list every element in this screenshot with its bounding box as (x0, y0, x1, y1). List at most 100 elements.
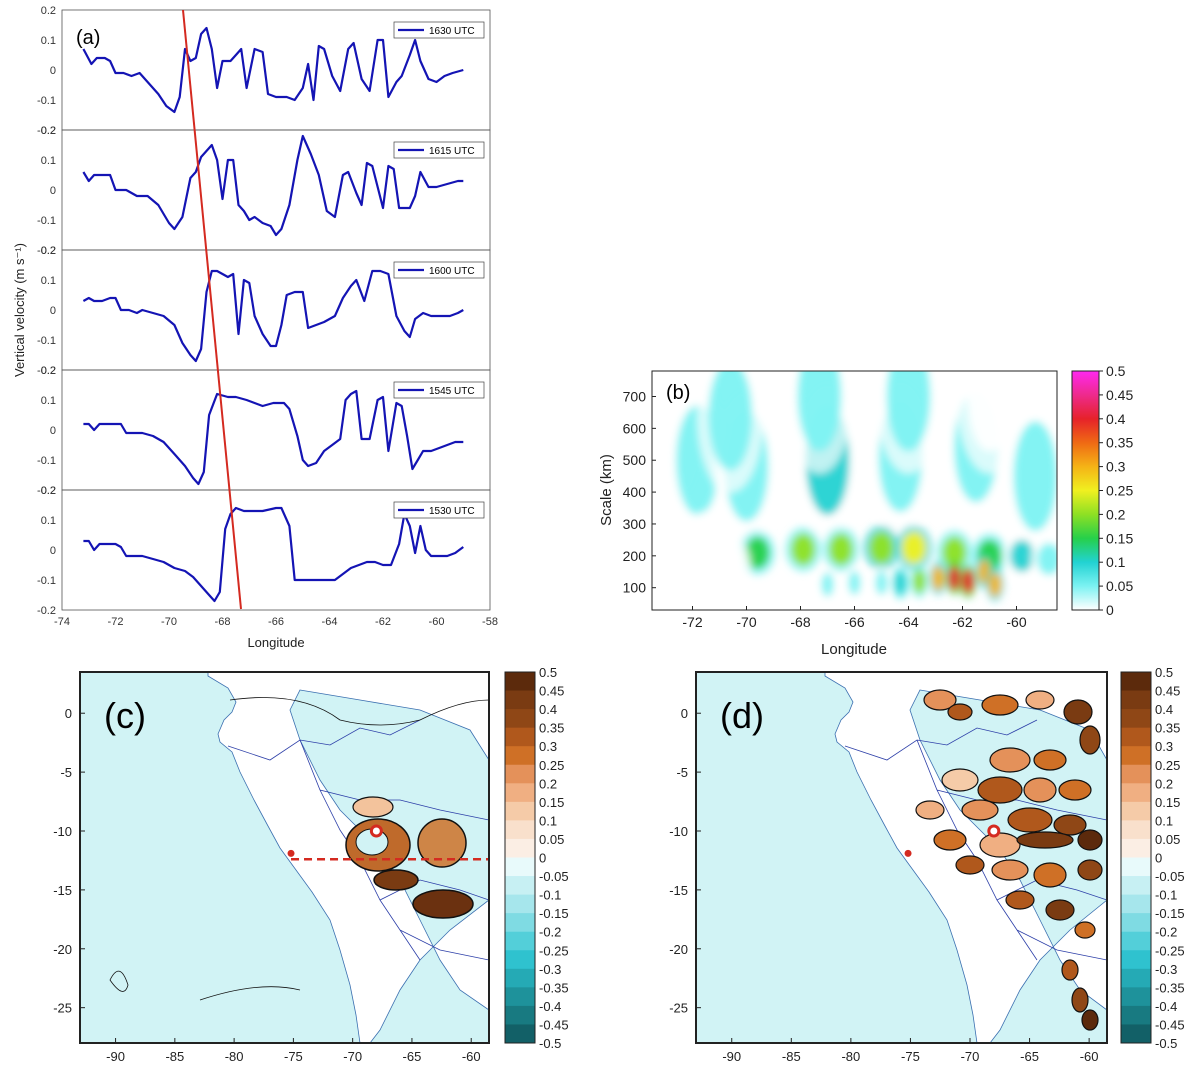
colorbar-tick-label: -0.3 (1155, 962, 1177, 977)
y-tick-label: 100 (623, 580, 647, 596)
colorbar-segment (1121, 709, 1151, 729)
legend-label: 1615 UTC (429, 146, 475, 157)
contour-patch (412, 889, 474, 919)
contour-patch (981, 694, 1019, 716)
site-marker (904, 849, 912, 857)
colorbar-segment (505, 876, 535, 896)
colorbar-segment (1121, 838, 1151, 858)
colorbar-segment (505, 1024, 535, 1044)
x-tick-label: -90 (106, 1049, 125, 1064)
colorbar-tick-label: 0 (1106, 602, 1114, 618)
series-line-1600-UTC (82, 269, 464, 363)
wavelet-power-blob (797, 371, 842, 452)
colorbar-segment (1121, 968, 1151, 988)
contour-patch (991, 859, 1029, 881)
colorbar-segment (1121, 727, 1151, 747)
colorbar-tick-label: -0.5 (539, 1036, 561, 1051)
colorbar-segment (1121, 672, 1151, 692)
colorbar-segment (1121, 820, 1151, 840)
y-tick-label: -0.2 (37, 365, 56, 377)
colorbar-tick-label: 0.2 (1106, 506, 1126, 522)
contour-patch (977, 776, 1023, 804)
y-tick-label: -0.1 (37, 575, 56, 587)
colorbar-segment (505, 838, 535, 858)
y-tick-label: 0 (50, 65, 56, 77)
site-marker-ring (369, 824, 383, 838)
colorbar-tick-label: -0.1 (1155, 888, 1177, 903)
y-tick-label: 700 (623, 388, 647, 404)
panel-c: -90 -85 -80 -75 -70 -65 -60 0 -5 -10 -15 -20 -25 (c)… (53, 665, 568, 1064)
colorbar-tick-label: -0.2 (539, 925, 561, 940)
colorbar-segment (505, 913, 535, 933)
y-tick-label: 0 (50, 185, 56, 197)
colorbar-tick-label: -0.4 (539, 999, 561, 1014)
colorbar-tick-label: 0.2 (1155, 776, 1173, 791)
colorbar-tick-label: 0.3 (1155, 739, 1173, 754)
x-tick-label: -72 (682, 614, 702, 630)
contour-patch (1081, 1009, 1099, 1031)
colorbar-segment (505, 801, 535, 821)
contour-patch (1016, 831, 1074, 849)
colorbar-segment (1121, 987, 1151, 1007)
contour-patch (941, 768, 979, 792)
contour-patch (1053, 814, 1087, 836)
x-tick-label: -68 (790, 614, 810, 630)
y-tick-label: 0 (50, 545, 56, 557)
wavelet-power-blob (721, 546, 745, 579)
site-marker (287, 849, 295, 857)
colorbar-tick-label: -0.4 (1155, 999, 1177, 1014)
colorbar-segment (1121, 913, 1151, 933)
x-tick-label: -62 (952, 614, 972, 630)
colorbar-tick-label: -0.05 (539, 869, 569, 884)
wavelet-power-blob (901, 531, 926, 564)
x-tick-label: -70 (161, 616, 177, 628)
colorbar-tick-label: -0.2 (1155, 925, 1177, 940)
wavelet-power-blob (961, 569, 974, 594)
y-tick-label: 0.2 (41, 485, 56, 497)
x-tick-label: -65 (403, 1049, 422, 1064)
colorbar-segment (1121, 746, 1151, 766)
x-tick-label: -62 (375, 616, 391, 628)
colorbar-segment (505, 820, 535, 840)
colorbar-tick-label: 0.35 (539, 721, 564, 736)
y-tick-label: -5 (676, 765, 688, 780)
x-axis-label: Longitude (247, 635, 304, 650)
contour-patch (915, 800, 945, 820)
y-tick-label: 0.1 (41, 275, 56, 287)
contour-patch (1074, 921, 1096, 939)
y-tick-label: -20 (53, 942, 72, 957)
x-axis-label: Longitude (821, 641, 887, 658)
wavelet-power-blob (1013, 421, 1057, 532)
contour-patch (373, 869, 419, 891)
colorbar (504, 671, 536, 1044)
y-tick-label: -15 (53, 883, 72, 898)
colorbar-segment (505, 894, 535, 914)
y-tick-label: 500 (623, 452, 647, 468)
contour-patch (923, 689, 957, 711)
colorbar-tick-label: -0.45 (539, 1017, 569, 1032)
colorbar-tick-label: -0.5 (1155, 1036, 1177, 1051)
contour-patch (1033, 862, 1067, 888)
colorbar-segment (505, 764, 535, 784)
colorbar-segment (505, 857, 535, 877)
contour-patch (989, 747, 1031, 773)
colorbar-tick-label: 0.25 (1106, 483, 1133, 499)
x-tick-label: -60 (1080, 1049, 1099, 1064)
wavelet-power-blob (1036, 543, 1057, 576)
colorbar-segment (505, 746, 535, 766)
map-frame (695, 671, 1108, 1044)
contour-patch (1007, 807, 1053, 833)
x-tick-label: -80 (841, 1049, 860, 1064)
y-tick-label: -10 (669, 824, 688, 839)
contour-patch (1023, 777, 1057, 803)
x-tick-label: -60 (429, 616, 445, 628)
colorbar-segment (505, 968, 535, 988)
colorbar-tick-label: 0.45 (1106, 387, 1133, 403)
y-tick-label: 0.2 (41, 245, 56, 257)
contour-patch (1079, 725, 1101, 755)
y-tick-label: 400 (623, 484, 647, 500)
wavelet-power-blob (708, 371, 753, 471)
colorbar-tick-label: -0.45 (1155, 1017, 1185, 1032)
colorbar-tick-label: -0.35 (1155, 980, 1185, 995)
y-tick-label: -25 (669, 1001, 688, 1016)
